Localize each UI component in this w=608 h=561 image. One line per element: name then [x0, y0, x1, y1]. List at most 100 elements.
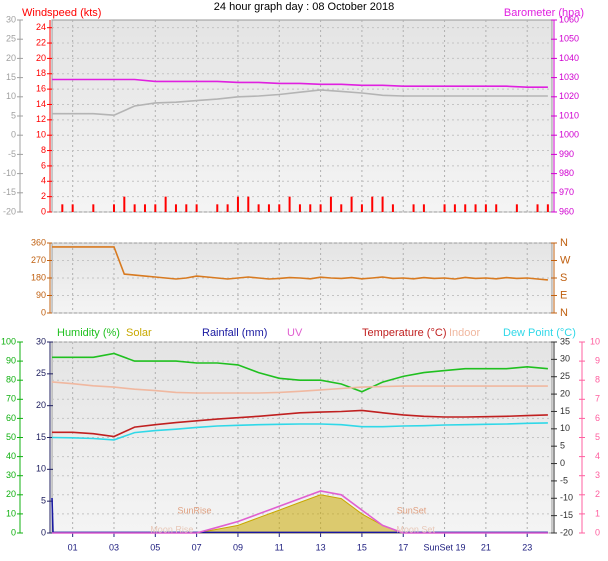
y3-tick-label: -15 [3, 187, 16, 197]
y2-tick-label: W [560, 254, 571, 266]
legend-label: UV [287, 327, 303, 339]
y3-tick-label: 0 [41, 527, 46, 537]
y4-tick-label: 3 [595, 470, 600, 480]
annotation: SunSet [397, 505, 427, 515]
y2-tick-label: N [560, 307, 568, 319]
legend-label: Rainfall (mm) [202, 327, 267, 339]
x-tick-label: 23 [522, 542, 532, 552]
series-line [52, 409, 548, 438]
y3-tick-label: 30 [6, 14, 16, 24]
series-line [52, 490, 548, 534]
annotation: Moon Rise [150, 524, 193, 534]
annotation: Moon Set [396, 524, 435, 534]
y2-tick-label: 1050 [559, 34, 579, 44]
y3-tick-label: 20 [36, 400, 46, 410]
y2-tick-label: 980 [559, 168, 574, 178]
y-tick-label: 90 [36, 290, 46, 300]
y4-tick-label: 6 [595, 413, 600, 423]
y-tick-label: 180 [31, 272, 46, 282]
series-line [51, 381, 548, 394]
x-tick-label: 15 [357, 542, 367, 552]
y2-tick-label: S [560, 272, 567, 284]
y2-tick-label: E [560, 289, 567, 301]
y2-tick-label: -15 [560, 510, 573, 520]
x-tick-label: 13 [316, 542, 326, 552]
y-tick-label: 20 [6, 489, 16, 499]
y2-tick-label: 970 [559, 187, 574, 197]
x-tick-label: 09 [233, 542, 243, 552]
y2-tick-label: 990 [559, 149, 574, 159]
y4-tick-label: 8 [595, 375, 600, 385]
y-tick-label: 18 [36, 68, 46, 78]
y3-tick-label: -20 [3, 206, 16, 216]
y-tick-label: 0 [11, 527, 16, 537]
y3-tick-label: -5 [8, 149, 16, 159]
y2-tick-label: 5 [560, 441, 565, 451]
y-tick-label: 22 [36, 37, 46, 47]
x-tick-label: 11 [275, 542, 284, 552]
y-tick-label: 360 [31, 237, 46, 247]
y-tick-label: 6 [41, 160, 46, 170]
y-tick-label: 0 [41, 206, 46, 216]
legend-label: Humidity (%) [57, 327, 120, 339]
y3-tick-label: 20 [6, 53, 16, 63]
x-tick-label: 03 [109, 542, 119, 552]
y4-tick-label: 7 [595, 394, 600, 404]
y-tick-label: 2 [41, 191, 46, 201]
legend-label: Windspeed (kts) [22, 7, 101, 19]
y4-tick-label: 4 [595, 451, 600, 461]
y3-tick-label: 15 [6, 72, 16, 82]
x-tick-label: 17 [398, 542, 408, 552]
y2-tick-label: 25 [560, 371, 570, 381]
x-tick-label: 05 [150, 542, 160, 552]
y4-tick-label: 10 [590, 336, 600, 346]
y-tick-label: 10 [36, 130, 46, 140]
annotation: SunRise [178, 505, 212, 515]
y4-tick-label: 5 [595, 432, 600, 442]
x-tick-label: SunSet 19 [424, 542, 466, 552]
y4-tick-label: 9 [595, 355, 600, 365]
y3-tick-label: 10 [6, 91, 16, 101]
legend-label: Dew Point (°C) [503, 327, 576, 339]
y2-tick-label: 1040 [559, 53, 579, 63]
y2-tick-label: N [560, 237, 568, 249]
y2-tick-label: 15 [560, 406, 570, 416]
y-tick-label: 60 [6, 413, 16, 423]
y2-tick-label: 1020 [559, 91, 579, 101]
y-tick-label: 8 [41, 145, 46, 155]
y2-tick-label: 960 [559, 206, 574, 216]
y3-tick-label: 10 [36, 464, 46, 474]
y-tick-label: 50 [6, 432, 16, 442]
y-tick-label: 100 [1, 336, 16, 346]
plot-area [51, 19, 553, 213]
y-tick-label: 4 [41, 176, 46, 186]
y3-tick-label: 25 [6, 34, 16, 44]
chart-title: 24 hour graph day : 08 October 2018 [214, 1, 394, 13]
series-line [52, 352, 548, 393]
legend-label: Indoor [449, 327, 481, 339]
y-tick-label: 80 [6, 375, 16, 385]
y2-tick-label: 0 [560, 458, 565, 468]
y-tick-label: 90 [6, 355, 16, 365]
legend-label: Solar [126, 327, 152, 339]
y2-tick-label: 35 [560, 336, 570, 346]
series-line [51, 422, 548, 441]
y-tick-label: 270 [31, 255, 46, 265]
y-tick-label: 10 [6, 508, 16, 518]
y2-tick-label: 1000 [559, 130, 579, 140]
y2-tick-label: 10 [560, 423, 570, 433]
y3-tick-label: -10 [3, 168, 16, 178]
legend-label: Barometer (hpa) [504, 7, 584, 19]
legend-label: Temperature (°C) [362, 327, 446, 339]
y-tick-label: 0 [41, 307, 46, 317]
y2-tick-label: 20 [560, 388, 570, 398]
y-tick-label: 20 [36, 53, 46, 63]
y-tick-label: 16 [36, 83, 46, 93]
y2-tick-label: -10 [560, 493, 573, 503]
y2-tick-label: -20 [560, 527, 573, 537]
y3-tick-label: 25 [36, 368, 46, 378]
y3-tick-label: 5 [11, 110, 16, 120]
y4-tick-label: 1 [595, 508, 600, 518]
y-tick-label: 12 [36, 114, 46, 124]
y3-tick-label: 0 [11, 130, 16, 140]
